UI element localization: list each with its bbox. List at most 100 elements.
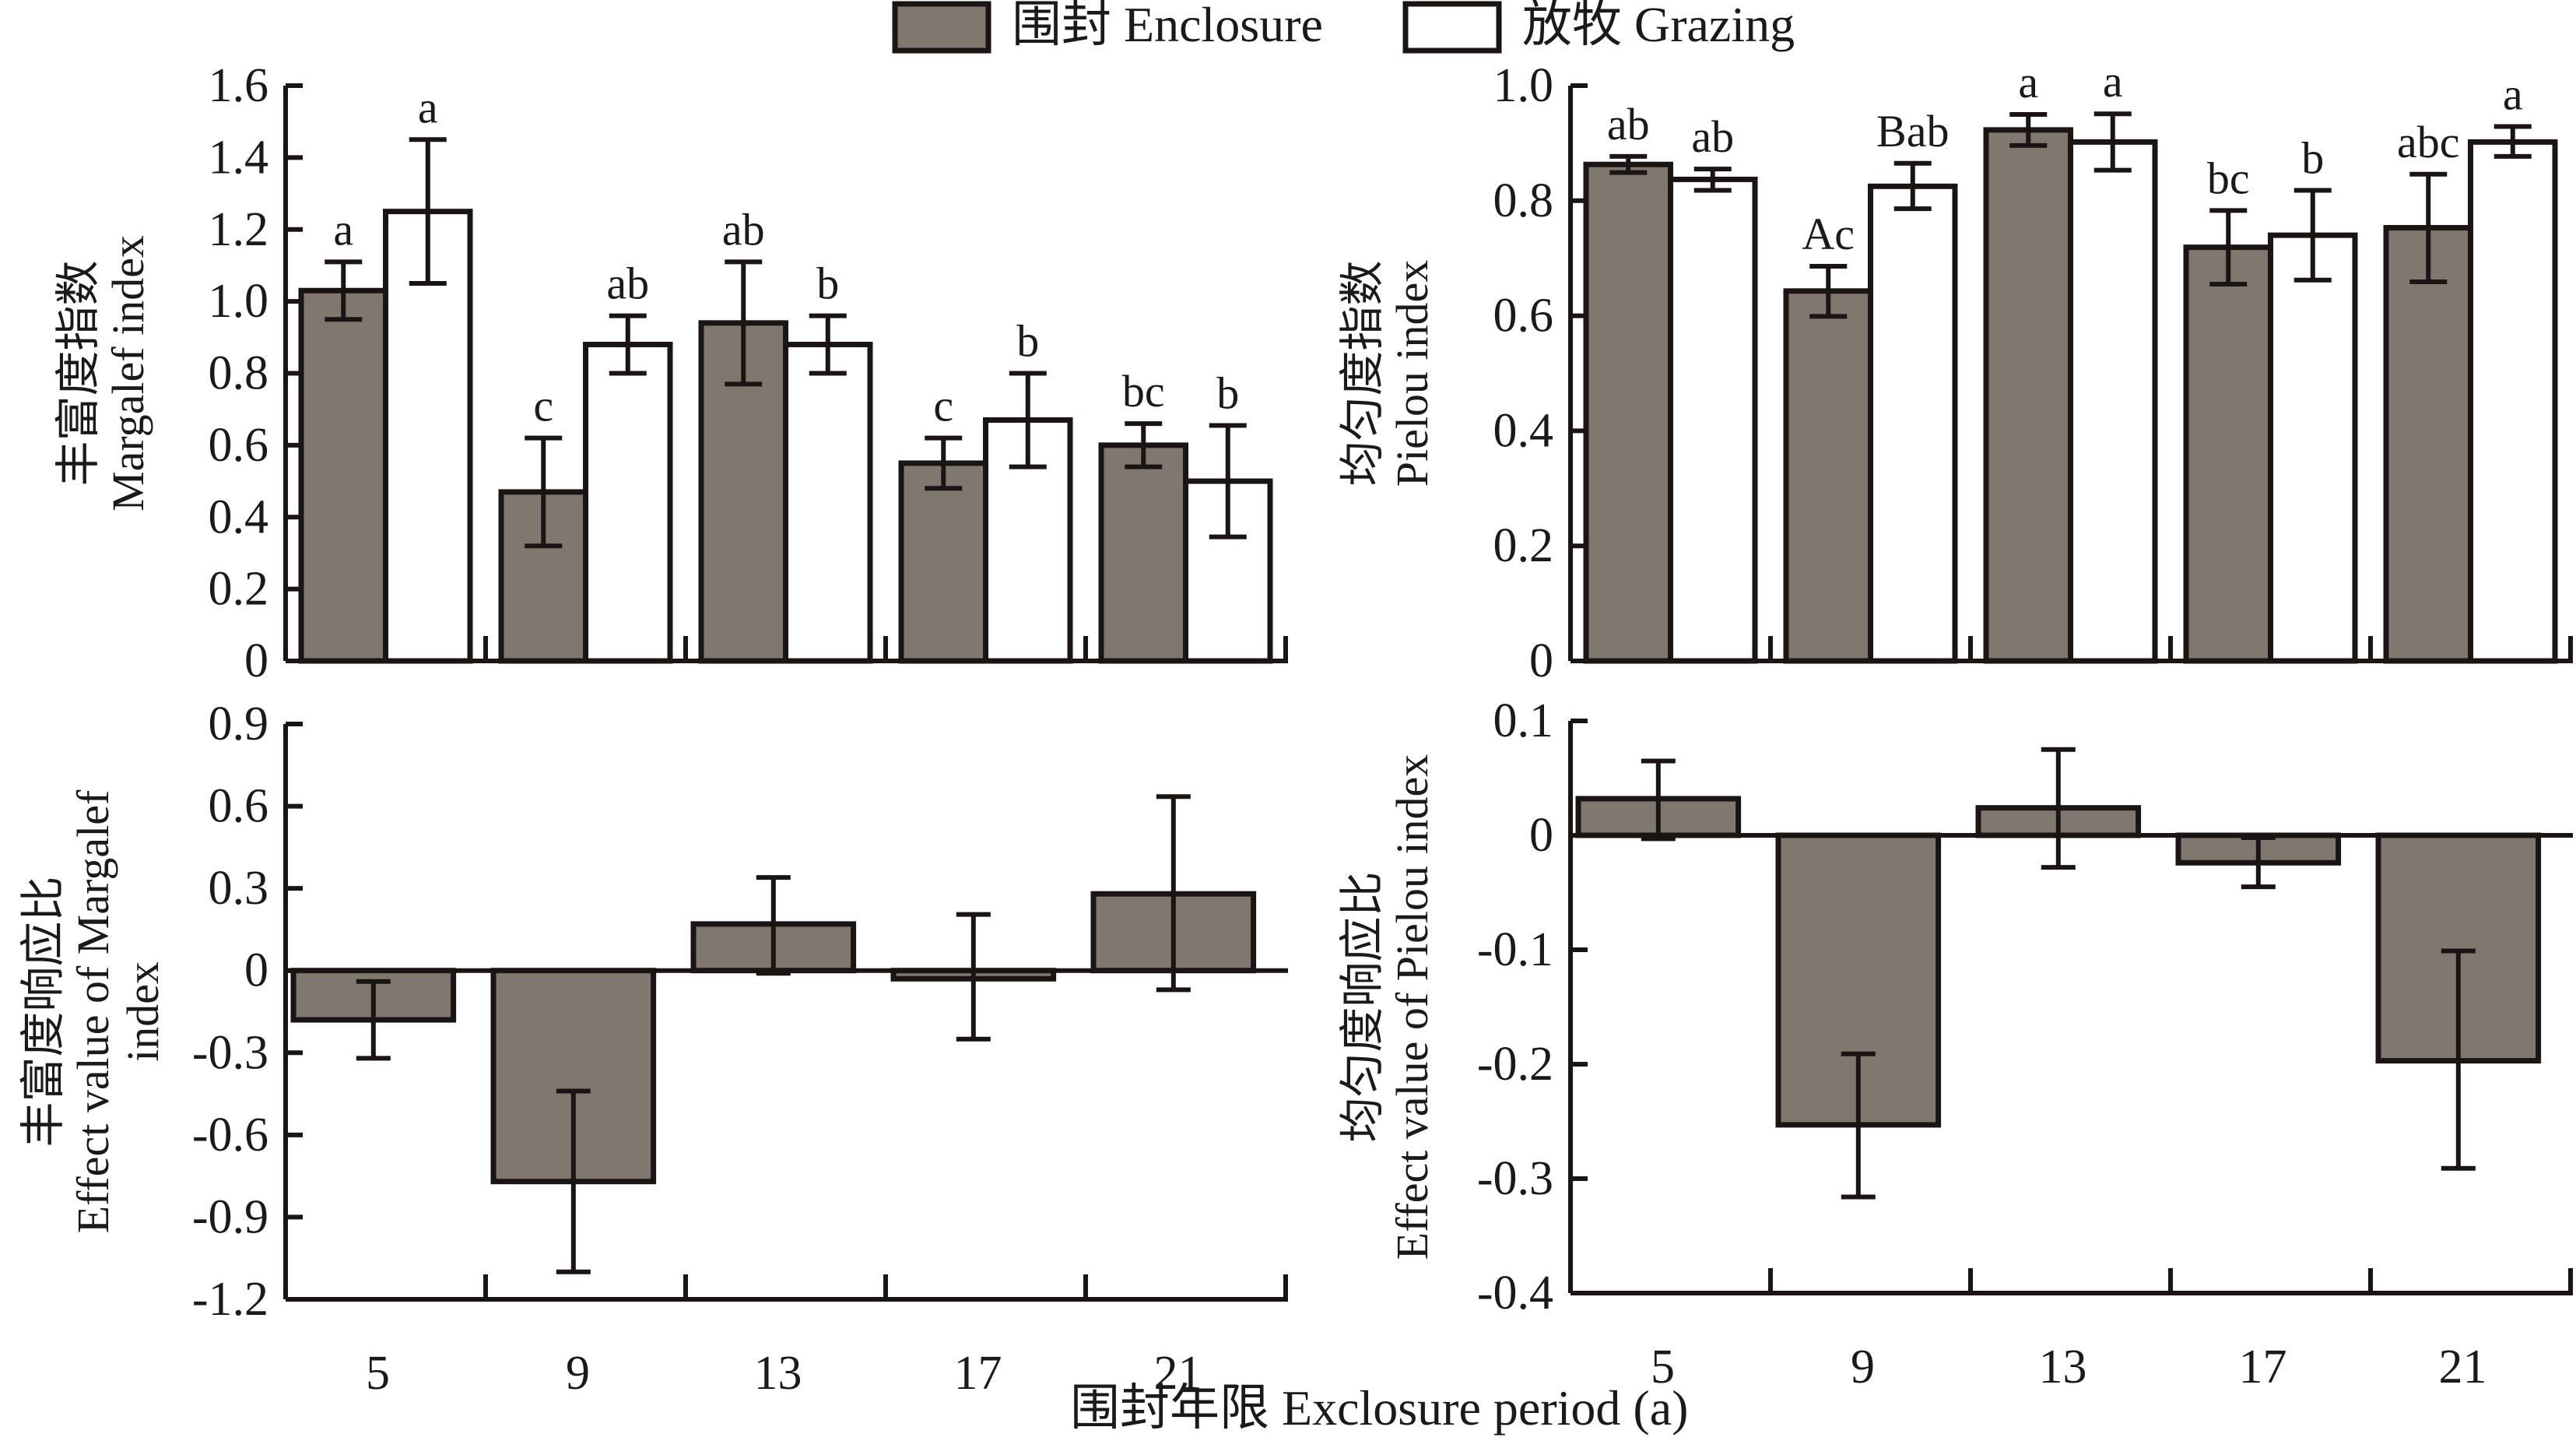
legend-label-enclosure: 围封 Enclosure: [1012, 0, 1323, 52]
x-tick-label: 9: [1851, 1341, 1875, 1394]
y-tick-label: 0.2: [209, 563, 269, 616]
bar-enclosure: [1983, 127, 2073, 664]
y-tick-label: -0.4: [1477, 1267, 1553, 1320]
bar-enclosure: [1783, 288, 1873, 664]
y-axis-title-en-2: index: [118, 961, 168, 1062]
y-tick-label: 0.3: [209, 862, 269, 915]
y-tick-label: -0.3: [192, 1026, 268, 1079]
significance-label: a: [333, 204, 353, 255]
y-tick-label: -0.6: [192, 1109, 268, 1162]
bar-grazing: [583, 342, 673, 664]
y-tick-label: 0.2: [1493, 519, 1554, 572]
x-tick-label: 5: [1651, 1341, 1675, 1394]
y-axis-title: 均匀度指数Pielou index: [1337, 260, 1437, 487]
y-axis-title-en: Effect value of Margalef: [68, 789, 118, 1233]
legend-label-grazing: 放牧 Grazing: [1522, 0, 1795, 52]
y-tick-label: -0.1: [1477, 923, 1553, 976]
bar-grazing: [2268, 232, 2358, 664]
y-tick-label: -0.9: [192, 1190, 268, 1243]
significance-label: b: [816, 258, 839, 309]
significance-label: ab: [606, 258, 649, 309]
bar-enclosure: [2383, 225, 2473, 664]
significance-label: abc: [2397, 117, 2460, 167]
significance-label: b: [1216, 367, 1239, 418]
y-tick-label: 1.0: [1493, 59, 1554, 112]
y-axis-title-en: Effect value of Pielou index: [1387, 754, 1437, 1260]
bar-grazing: [2068, 139, 2158, 664]
y-tick-label: 0.8: [209, 347, 269, 400]
y-axis-title-cn: 丰富度响应比: [18, 876, 68, 1147]
bar-grazing: [1668, 176, 1758, 664]
legend-swatch-grazing: [1402, 1, 1502, 54]
y-tick-label: 1.6: [209, 59, 269, 112]
bar-grazing: [783, 342, 873, 664]
bar-enclosure: [1098, 442, 1188, 664]
x-tick-label: 17: [954, 1347, 1002, 1400]
significance-label: b: [1016, 316, 1039, 367]
y-tick-label: 1.2: [209, 203, 269, 256]
significance-label: a: [2503, 69, 2523, 119]
bar-grazing: [383, 209, 473, 664]
bar-effect: [490, 968, 657, 1185]
significance-label: a: [2018, 57, 2038, 107]
panel-pielou-effect: -0.4 -0.3 -0.2 -0.1 0 0.1 5 9 13 17 21 均匀度响应比Effect…: [1337, 694, 2573, 1394]
significance-label: b: [2301, 132, 2324, 183]
y-tick-label: 0.9: [209, 698, 269, 750]
y-tick-label: -1.2: [192, 1273, 268, 1326]
significance-label: c: [533, 381, 553, 431]
y-tick-label: 0.6: [209, 419, 269, 472]
y-tick-label: 0.4: [1493, 404, 1554, 457]
x-tick-label: 13: [754, 1347, 802, 1400]
y-tick-label: 0.4: [209, 490, 269, 543]
significance-label: Ac: [1802, 209, 1855, 259]
y-tick-label: 0.1: [1493, 694, 1554, 747]
bar-enclosure: [898, 460, 988, 664]
panel-margalef: 0 0.2 0.4 0.6 0.8 1.0 1.2 1.4 1.6 丰富度指数Margalef i…: [53, 59, 1288, 687]
y-axis-title-cn: 均匀度指数: [1337, 260, 1388, 486]
legend-swatch-enclosure: [892, 1, 991, 54]
y-tick-label: 0.8: [1493, 174, 1554, 227]
y-axis-title-en: Pielou index: [1387, 260, 1437, 487]
y-tick-label: -0.2: [1477, 1038, 1553, 1091]
significance-label: a: [418, 82, 438, 132]
bar-enclosure: [2183, 244, 2273, 664]
x-tick-label: 17: [2239, 1341, 2287, 1394]
y-axis-title-en: Margalef index: [103, 235, 153, 511]
y-tick-label: 0: [244, 944, 268, 997]
y-tick-label: 0: [1529, 634, 1553, 687]
y-axis-title: 丰富度指数Margalef index: [53, 235, 153, 511]
bar-enclosure: [1583, 161, 1673, 664]
y-tick-label: 0.6: [1493, 290, 1554, 343]
y-tick-label: 0: [244, 634, 268, 687]
y-axis-title: 均匀度响应比Effect value of Pielou index: [1337, 754, 1437, 1260]
y-axis-title-cn: 均匀度响应比: [1337, 871, 1388, 1142]
significance-label: a: [2103, 56, 2123, 107]
y-tick-label: -0.3: [1477, 1152, 1553, 1205]
bar-grazing: [2468, 139, 2558, 664]
significance-label: bc: [2207, 153, 2250, 203]
y-tick-label: 1.0: [209, 275, 269, 328]
significance-label: c: [933, 381, 953, 431]
x-axis-title: 围封年限 Exclosure period (a): [1070, 1380, 1688, 1436]
y-tick-label: 0: [1529, 809, 1553, 862]
significance-label: ab: [1607, 99, 1650, 149]
significance-label: bc: [1122, 366, 1165, 416]
x-tick-label: 5: [366, 1347, 390, 1400]
significance-label: Bab: [1876, 106, 1949, 156]
x-tick-label: 21: [2439, 1341, 2487, 1394]
y-tick-label: 1.4: [209, 131, 269, 184]
y-axis-title: 丰富度响应比Effect value of Margalefindex: [18, 789, 168, 1233]
significance-label: ab: [722, 204, 765, 255]
bar-enclosure: [298, 287, 388, 664]
bar-grazing: [1868, 183, 1958, 664]
y-axis-title-cn: 丰富度指数: [53, 260, 104, 486]
x-tick-label: 13: [2039, 1341, 2087, 1394]
legend: 围封 Enclosure 放牧 Grazing: [892, 0, 1795, 54]
x-tick-label: 21: [1154, 1347, 1202, 1400]
panel-margalef-effect: -1.2 -0.9 -0.6 -0.3 0 0.3 0.6 0.9 5 9 13 17 21 丰富度响应比…: [18, 698, 1288, 1400]
x-tick-label: 9: [566, 1347, 590, 1400]
y-tick-label: 0.6: [209, 780, 269, 833]
significance-label: ab: [1691, 111, 1734, 162]
